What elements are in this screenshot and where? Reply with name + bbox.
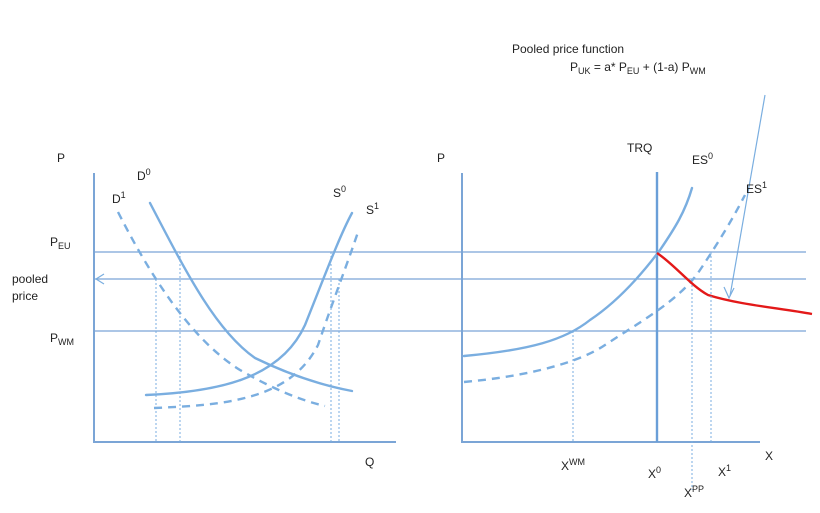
annotation-pointer-arrow [729,94,766,297]
trq-label: TRQ [627,141,652,155]
d0-main: D [137,169,146,183]
s1-main: S [366,203,374,217]
formula-lhs: P [570,60,578,74]
p-eu-sub: EU [58,241,71,251]
left-x-axis-label: Q [365,455,374,469]
formula-lhs-sub: UK [578,66,591,76]
excess-supply-es1 [463,194,747,384]
s1-label: S1 [366,201,379,217]
pooled-price-label-line1: pooled [12,272,48,286]
es1-label: ES1 [746,180,767,196]
s1-sup: 1 [374,201,379,211]
excess-supply-es0 [462,186,694,358]
formula-sub-wm: WM [690,66,706,76]
es0-sup: 0 [708,151,713,161]
right-y-axis-label: P [437,151,445,165]
supply-curve-s1 [153,231,360,410]
d0-label: D0 [137,167,151,183]
xpp-main: X [684,486,692,500]
x0-label: X0 [648,465,661,481]
right-axes [461,173,760,443]
s0-main: S [333,186,341,200]
supply-curve-s0 [144,211,354,397]
x1-sup: 1 [726,463,731,473]
xwm-sup: WM [569,457,585,467]
annotation-formula: PUK = a* PEU + (1-a) PWM [570,60,706,76]
demand-curve-d1 [116,211,326,408]
d1-label: D1 [112,190,126,206]
p-wm-main: P [50,331,58,345]
p-eu-main: P [50,235,58,249]
p-wm-sub: WM [58,337,74,347]
formula-part-2: + (1-a) P [639,60,689,74]
annotation-title: Pooled price function [512,42,624,56]
x0-main: X [648,467,656,481]
p-wm-label: PWM [50,331,74,347]
xwm-main: X [561,459,569,473]
x1-label: X1 [718,463,731,479]
s0-label: S0 [333,184,346,200]
demand-curve-d0 [148,201,354,393]
x0-sup: 0 [656,465,661,475]
es0-main: ES [692,153,708,167]
left-axes [93,173,396,443]
p-eu-label: PEU [50,235,71,251]
es1-sup: 1 [762,180,767,190]
left-y-axis-label: P [57,151,65,165]
xwm-label: XWM [561,457,585,473]
d1-main: D [112,192,121,206]
d1-sup: 1 [121,190,126,200]
xpp-label: XPP [684,484,704,500]
pooled-price-curve [656,252,813,316]
x1-main: X [718,465,726,479]
right-x-axis-label: X [765,449,773,463]
annotation-arrowhead [723,286,735,300]
xpp-sup: PP [692,484,704,494]
formula-part-1: = a* P [591,60,627,74]
s0-sup: 0 [341,184,346,194]
es1-main: ES [746,182,762,196]
es0-label: ES0 [692,151,713,167]
formula-sub-eu: EU [627,66,640,76]
pooled-price-arrowhead [94,273,105,285]
pooled-price-label-line2: price [12,289,38,303]
d0-sup: 0 [146,167,151,177]
